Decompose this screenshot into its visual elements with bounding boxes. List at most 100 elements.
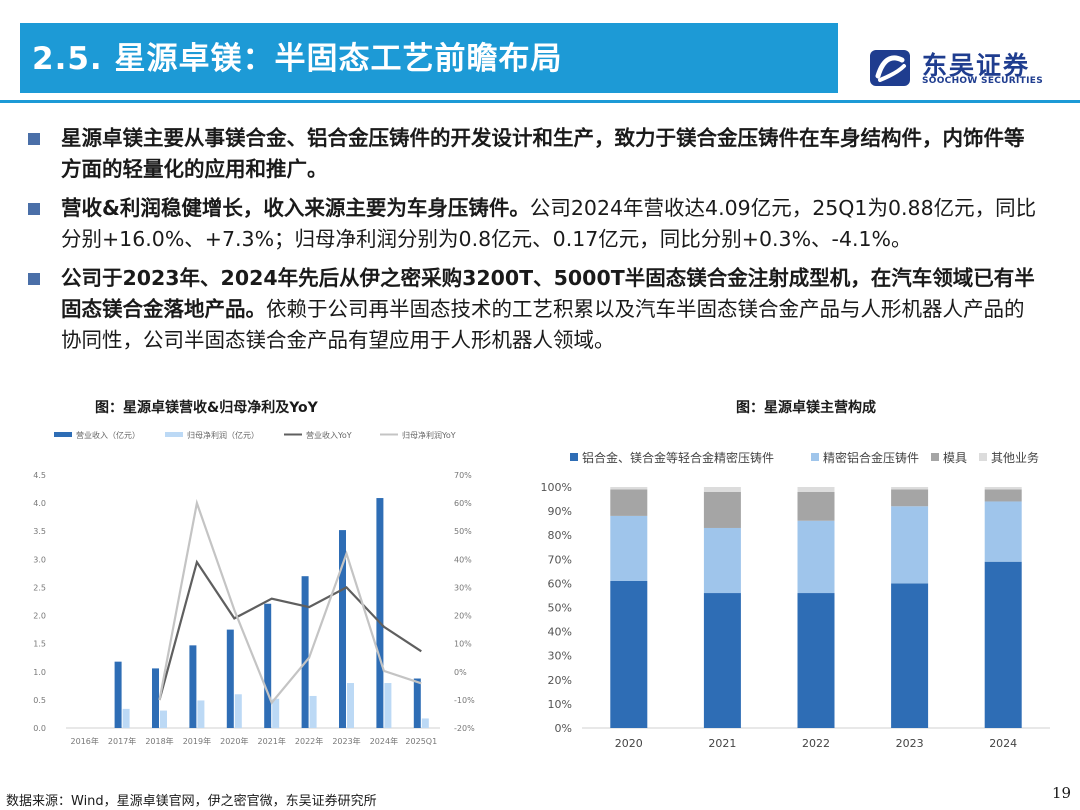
chart-right-title: 图：星源卓镁主营构成 <box>736 400 876 416</box>
x-axis-tick-label: 2024年 <box>370 736 398 746</box>
right-axis-tick-label: 60% <box>454 499 472 508</box>
profit-bar <box>122 708 130 728</box>
legend-label: 铝合金、镁合金等轻合金精密压铸件 <box>582 450 774 465</box>
right-axis-tick-label: 40% <box>454 555 472 564</box>
legend-swatch <box>811 453 819 461</box>
y-axis-tick-label: 20% <box>548 674 572 687</box>
bullet-item: 星源卓镁主要从事镁合金、铝合金压铸件的开发设计和生产，致力于镁合金压铸件在车身结… <box>24 123 1044 185</box>
stacked-bar-segment <box>610 515 648 581</box>
left-axis-tick-label: 1.0 <box>33 668 46 677</box>
right-axis-tick-label: 20% <box>454 612 472 621</box>
right-axis-tick-label: 30% <box>454 583 472 592</box>
bullet-bold-text: 星源卓镁主要从事镁合金、铝合金压铸件的开发设计和生产，致力于镁合金压铸件在车身结… <box>61 126 1025 181</box>
brand-name-cn: 东吴证券 <box>922 51 1031 80</box>
revenue-bar <box>114 661 122 728</box>
stacked-bar-segment <box>610 487 648 490</box>
profit-bar <box>197 700 205 728</box>
x-axis-tick-label: 2020年 <box>220 736 248 746</box>
y-axis-tick-label: 80% <box>548 529 572 542</box>
x-axis-tick-label: 2023 <box>896 737 924 750</box>
revenue-structure-chart: 0% 10% 20% 30% 40% 50% 60% 70% 80% 90% 100% 2020 202… <box>541 450 1050 750</box>
x-axis-tick-label: 2023年 <box>332 736 360 746</box>
right-axis-tick-label: 10% <box>454 640 472 649</box>
left-axis-tick-label: 3.5 <box>33 527 46 536</box>
stacked-bar-segment <box>703 491 741 528</box>
profit-bar <box>272 698 280 728</box>
x-axis-tick-label: 2019年 <box>183 736 211 746</box>
legend-label: 归母净利润YoY <box>402 430 456 440</box>
stacked-bar-segment <box>703 593 741 728</box>
bullet-item: 营收&利润稳健增长，收入来源主要为车身压铸件。公司2024年营收达4.09亿元，… <box>24 193 1044 255</box>
header-bar <box>20 23 838 93</box>
right-axis-tick-label: 0% <box>454 668 467 677</box>
legend-swatch <box>979 453 987 461</box>
legend-label: 归母净利润（亿元） <box>187 430 259 440</box>
x-axis-tick-label: 2021年 <box>258 736 286 746</box>
right-axis-tick-label: -20% <box>454 724 475 733</box>
profit-bar <box>421 718 429 728</box>
legend-swatch <box>54 432 72 437</box>
revenue-bar <box>376 498 384 728</box>
revenue-bar <box>226 629 234 728</box>
stacked-bar-segment <box>610 580 648 728</box>
stacked-bar-segment <box>797 487 835 492</box>
right-axis-tick-label: 50% <box>454 527 472 536</box>
left-axis-tick-label: 4.5 <box>33 471 46 480</box>
profit-bar <box>384 683 392 728</box>
left-axis-tick-label: 2.0 <box>33 612 46 621</box>
stacked-bar-segment <box>984 487 1022 490</box>
y-axis-tick-label: 90% <box>548 505 572 518</box>
stacked-bar-segment <box>610 489 648 516</box>
page-number: 19 <box>1052 784 1072 802</box>
stacked-bar-segment <box>797 520 835 594</box>
x-axis-tick-label: 2021 <box>708 737 736 750</box>
legend-label: 营业收入（亿元） <box>76 430 140 440</box>
profit-bar <box>160 710 167 728</box>
legend-swatch <box>165 432 183 437</box>
page-title: 2.5. 星源卓镁：半固态工艺前瞻布局 <box>32 41 563 77</box>
soochow-logo-icon <box>870 50 910 86</box>
profit-yoy-line <box>158 498 422 705</box>
stacked-bar-segment <box>891 506 929 584</box>
y-axis-tick-label: 50% <box>548 602 572 615</box>
legend-label: 精密铝合金压铸件 <box>823 450 919 465</box>
revenue-bar <box>339 530 346 728</box>
footer-source: 数据来源：Wind，星源卓镁官网，伊之密官微，东吴证券研究所 <box>6 794 377 809</box>
revenue-bar <box>264 603 272 728</box>
x-axis-tick-label: 2017年 <box>108 736 136 746</box>
bullet-square-icon <box>28 133 40 145</box>
profit-bar <box>234 694 242 728</box>
stacked-bar-segment <box>984 501 1022 562</box>
bullet-square-icon <box>28 273 40 285</box>
right-axis-tick-label: 70% <box>454 471 472 480</box>
y-axis-tick-label: 30% <box>548 650 572 663</box>
left-axis-tick-label: 1.5 <box>33 640 46 649</box>
header-divider <box>0 100 1080 103</box>
revenue-bar <box>301 576 309 728</box>
y-axis-tick-label: 100% <box>541 481 572 494</box>
bullet-text: 依赖于公司再半固态技术的工艺积累以及汽车半固态镁合金产品与人形机器人产品的协同性… <box>61 297 1025 352</box>
stacked-bar-segment <box>984 561 1022 728</box>
stacked-bar-segment <box>797 491 835 521</box>
right-axis-tick-label: -10% <box>454 696 475 705</box>
brand-logo: 东吴证券 SOOCHOW SECURITIES <box>868 46 1068 90</box>
profit-bar <box>347 683 354 728</box>
stacked-bar-segment <box>984 489 1022 502</box>
x-axis-tick-label: 2025Q1 <box>405 737 437 746</box>
stacked-bar-segment <box>703 527 741 594</box>
bullet-square-icon <box>28 203 40 215</box>
stacked-bar-segment <box>703 487 741 492</box>
left-axis-tick-label: 3.0 <box>33 555 46 564</box>
revenue-yoy-line <box>158 559 422 701</box>
revenue-profit-chart: 0.0 0.5 1.0 1.5 2.0 2.5 3.0 3.5 4.0 4.5 -20% -10% 0%… <box>33 430 475 746</box>
legend-swatch <box>931 453 939 461</box>
legend-label: 其他业务 <box>991 450 1039 465</box>
brand-name-en: SOOCHOW SECURITIES <box>922 76 1043 86</box>
y-axis-tick-label: 40% <box>548 626 572 639</box>
bullet-bold-text: 营收&利润稳健增长，收入来源主要为车身压铸件。 <box>61 196 530 220</box>
y-axis-tick-label: 70% <box>548 553 572 566</box>
profit-bar <box>309 695 317 728</box>
x-axis-tick-label: 2018年 <box>145 736 173 746</box>
legend-label: 模具 <box>943 451 967 465</box>
left-axis-tick-label: 0.5 <box>33 696 46 705</box>
